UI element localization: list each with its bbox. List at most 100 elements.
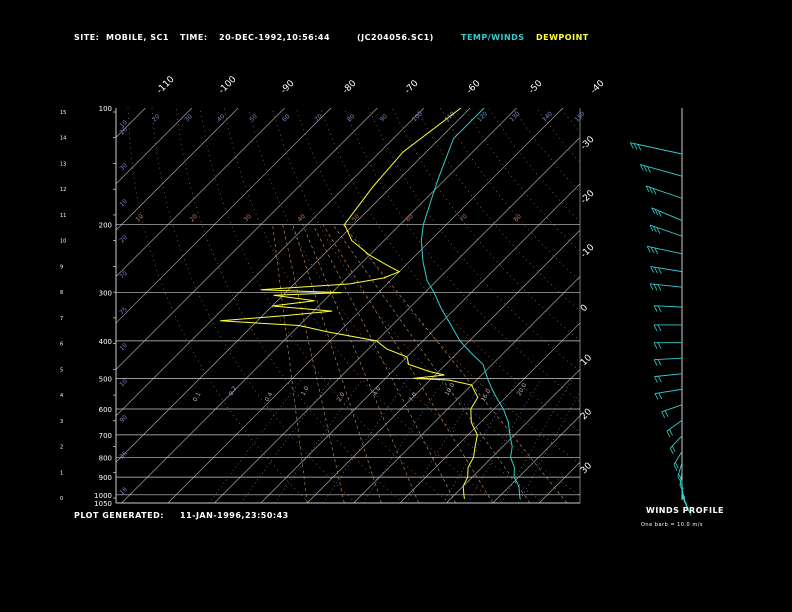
height-tick-label: 4 bbox=[60, 393, 63, 399]
wind-barb-feather bbox=[650, 246, 655, 254]
potential-temp-label: 130 bbox=[508, 110, 521, 123]
height-tick-label: 0 bbox=[60, 496, 63, 502]
wind-barb bbox=[677, 462, 683, 483]
theta-e-label: 50 bbox=[350, 213, 360, 223]
moist-adiabat bbox=[272, 224, 308, 503]
wind-barb-feather bbox=[657, 324, 662, 332]
right-isotherm-label: -20 bbox=[579, 188, 597, 206]
left-adiabat-label: 70 bbox=[118, 270, 128, 280]
wind-barb-feather bbox=[653, 324, 658, 332]
isotherm-line bbox=[586, 108, 792, 503]
wind-barb bbox=[653, 342, 682, 349]
dry-adiabat bbox=[151, 108, 357, 503]
pressure-tick-label: 600 bbox=[99, 406, 112, 414]
wind-barb-feather bbox=[653, 226, 657, 233]
pressure-tick-label: 300 bbox=[99, 290, 112, 298]
potential-temp-label: 140 bbox=[541, 110, 554, 123]
wind-barb-feather bbox=[646, 246, 651, 253]
wind-barb-feather bbox=[653, 342, 658, 349]
left-adiabat-label: 75 bbox=[118, 306, 128, 316]
pressure-tick-label: 1000 bbox=[94, 492, 112, 500]
wind-barb bbox=[645, 185, 683, 199]
right-isotherm-label: -10 bbox=[579, 242, 597, 260]
pressure-tick-label: 800 bbox=[99, 454, 112, 462]
wind-barb-feather bbox=[649, 186, 653, 194]
left-adiabat-label: 16 bbox=[118, 486, 128, 496]
isotherm-line bbox=[399, 322, 580, 503]
left-adiabat-label: 10 bbox=[118, 342, 128, 352]
height-tick-label: 2 bbox=[60, 445, 63, 451]
wind-barb bbox=[649, 224, 683, 237]
left-adiabat-label: 20 bbox=[118, 234, 128, 244]
wind-barb-feather bbox=[639, 164, 644, 171]
potential-temp-label: 90 bbox=[378, 113, 388, 123]
height-tick-label: 15 bbox=[60, 110, 66, 116]
isotherm-line bbox=[492, 415, 580, 503]
dry-adiabat bbox=[584, 108, 792, 503]
isotherm-line bbox=[446, 368, 580, 503]
height-tick-label: 8 bbox=[60, 290, 63, 296]
dry-adiabat bbox=[680, 108, 792, 503]
left-adiabat-label: 90 bbox=[118, 414, 128, 424]
wind-barb bbox=[651, 207, 683, 221]
wind-barb-feather bbox=[658, 376, 662, 383]
dry-adiabat bbox=[223, 108, 498, 503]
wind-barb-feather bbox=[645, 185, 650, 193]
isotherm-line bbox=[678, 108, 792, 503]
wind-barb-feather bbox=[654, 209, 659, 216]
wind-barb-feather bbox=[654, 247, 659, 255]
wind-barb-feather bbox=[654, 376, 658, 383]
dry-adiabat bbox=[247, 108, 545, 503]
temp-winds-legend: TEMP/WINDS bbox=[461, 33, 525, 42]
potential-temp-label: 70 bbox=[313, 113, 323, 123]
wind-barb bbox=[629, 142, 683, 155]
dry-adiabat bbox=[367, 108, 580, 372]
mixing-ratio-line bbox=[501, 378, 573, 503]
mixing-ratio-label: 16.0 bbox=[480, 388, 493, 403]
top-isotherm-label: -50 bbox=[527, 78, 545, 96]
wind-barb bbox=[653, 305, 683, 313]
isotherm-line bbox=[538, 461, 580, 503]
time-label: TIME: bbox=[180, 33, 208, 42]
wind-barb bbox=[669, 435, 683, 455]
wind-barb bbox=[650, 266, 683, 275]
dry-adiabat bbox=[608, 108, 792, 503]
dry-adiabat bbox=[439, 108, 580, 282]
isotherm-line bbox=[116, 108, 193, 185]
wind-barb-feather bbox=[674, 462, 679, 469]
moist-adiabat bbox=[342, 224, 568, 503]
pressure-tick-label: 400 bbox=[99, 338, 112, 346]
wind-barb bbox=[666, 419, 683, 438]
moist-adiabat bbox=[312, 224, 456, 503]
wind-barb-feather bbox=[649, 224, 654, 232]
height-tick-label: 5 bbox=[60, 367, 63, 373]
theta-e-label: 30 bbox=[242, 213, 252, 223]
wind-barb-feather bbox=[658, 392, 663, 400]
diagram-labels: 1002003004005006007008009001000105015141… bbox=[60, 74, 607, 508]
file-id: (JC204056.SC1) bbox=[357, 33, 434, 42]
mixing-ratio-line bbox=[405, 378, 485, 503]
wind-barb-shaft bbox=[630, 142, 683, 155]
wind-barb-feather bbox=[657, 359, 662, 366]
dry-adiabat bbox=[295, 108, 580, 465]
isotherm-line bbox=[116, 108, 239, 231]
potential-temp-label: 40 bbox=[216, 113, 226, 123]
wind-barb-feather bbox=[650, 266, 654, 273]
height-tick-label: 10 bbox=[60, 239, 66, 245]
dry-adiabat bbox=[656, 108, 792, 503]
isotherm-line bbox=[260, 183, 580, 503]
pressure-tick-label: 100 bbox=[99, 105, 112, 113]
moist-adiabat bbox=[292, 224, 382, 503]
wind-barb-feather bbox=[656, 227, 661, 234]
potential-temp-label: 120 bbox=[476, 110, 489, 123]
pressure-tick-label: 700 bbox=[99, 432, 112, 440]
top-isotherm-label: -100 bbox=[217, 74, 239, 96]
wind-barb-feather bbox=[657, 342, 662, 349]
wind-barb-shaft bbox=[650, 266, 683, 273]
dry-adiabat bbox=[560, 108, 580, 133]
wind-barb bbox=[649, 283, 683, 291]
height-tick-label: 11 bbox=[60, 213, 66, 219]
height-tick-label: 14 bbox=[60, 136, 66, 142]
height-tick-label: 1 bbox=[60, 470, 63, 476]
mixing-ratio-label: 0.1 bbox=[192, 391, 203, 403]
